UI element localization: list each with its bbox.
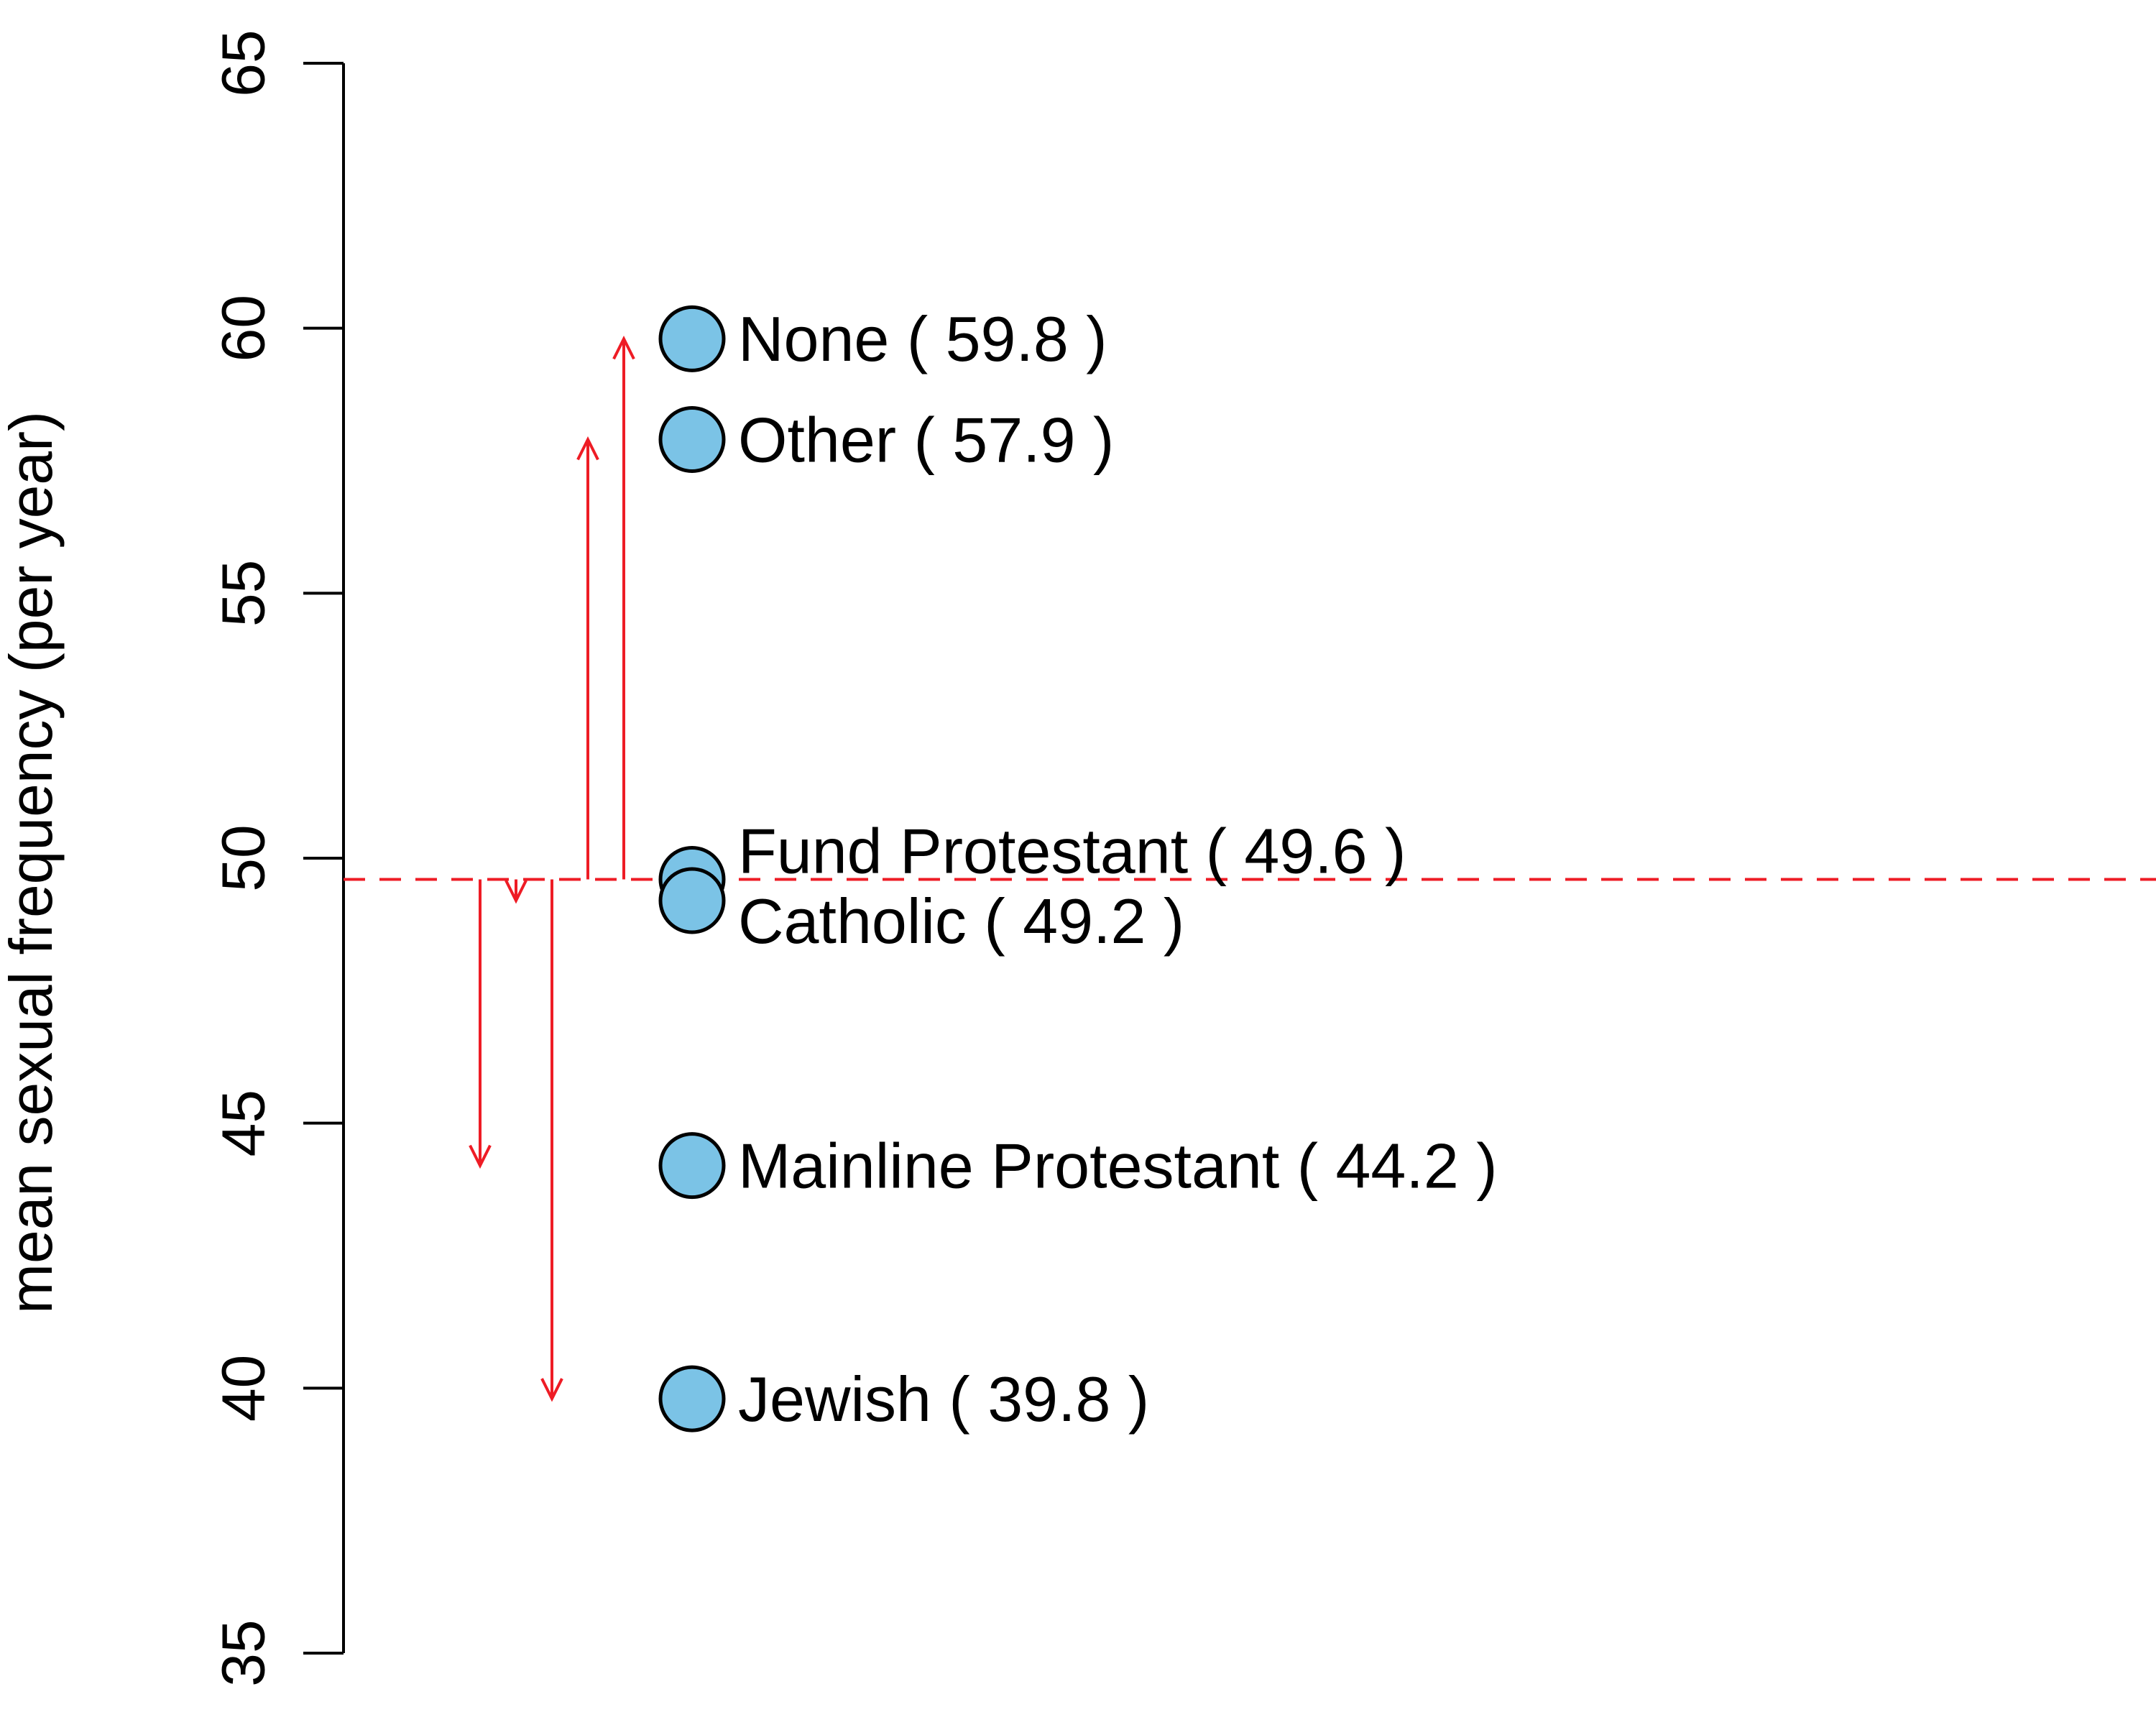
data-point	[658, 406, 726, 474]
difference-arrow	[469, 879, 492, 1169]
y-tick-label: 60	[209, 295, 277, 362]
difference-arrow	[576, 436, 599, 880]
arrow-group	[469, 335, 635, 1402]
difference-arrow	[505, 879, 528, 904]
point-label: None ( 59.8 )	[738, 303, 1107, 374]
y-axis: 35 40 45 50 55 60 65	[209, 29, 345, 1687]
point-label: Catholic ( 49.2 )	[738, 886, 1184, 957]
y-tick-label: 65	[209, 29, 277, 96]
point-label: Jewish ( 39.8 )	[738, 1363, 1149, 1435]
y-tick-label: 55	[209, 560, 277, 627]
data-point	[658, 1132, 726, 1200]
point-label: Fund Protestant ( 49.6 )	[738, 815, 1406, 886]
y-tick-label: 40	[209, 1355, 277, 1422]
data-point	[658, 867, 726, 934]
y-tick-label: 45	[209, 1090, 277, 1156]
point-group	[658, 305, 726, 1432]
difference-arrow	[540, 879, 563, 1402]
y-tick-label: 35	[209, 1619, 277, 1686]
y-tick-label: 50	[209, 824, 277, 891]
point-label: Mainline Protestant ( 44.2 )	[738, 1130, 1498, 1201]
data-point	[658, 305, 726, 372]
y-axis-title: mean sexual frequency (per year)	[0, 411, 65, 1314]
data-point	[658, 1365, 726, 1432]
difference-arrow	[612, 335, 635, 880]
point-label: Other ( 57.9 )	[738, 404, 1114, 475]
point-label-group: None ( 59.8 ) Other ( 57.9 ) Fund Protesta…	[738, 303, 1498, 1435]
